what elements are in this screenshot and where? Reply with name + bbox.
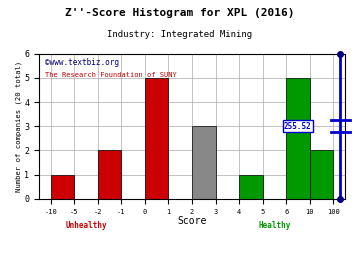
Text: 255.52: 255.52 <box>284 122 312 131</box>
Bar <box>98 150 121 199</box>
Bar <box>51 175 74 199</box>
Bar <box>310 150 333 199</box>
Y-axis label: Number of companies (20 total): Number of companies (20 total) <box>15 61 22 192</box>
Bar <box>239 175 262 199</box>
Bar <box>192 126 216 199</box>
Text: ©www.textbiz.org: ©www.textbiz.org <box>45 58 119 67</box>
Text: Industry: Integrated Mining: Industry: Integrated Mining <box>107 30 253 39</box>
Bar <box>286 78 310 199</box>
Text: Unhealthy: Unhealthy <box>65 221 107 230</box>
Text: The Research Foundation of SUNY: The Research Foundation of SUNY <box>45 72 177 79</box>
Text: Healthy: Healthy <box>258 221 291 230</box>
X-axis label: Score: Score <box>177 216 207 226</box>
Bar <box>145 78 168 199</box>
Text: Z''-Score Histogram for XPL (2016): Z''-Score Histogram for XPL (2016) <box>65 8 295 18</box>
